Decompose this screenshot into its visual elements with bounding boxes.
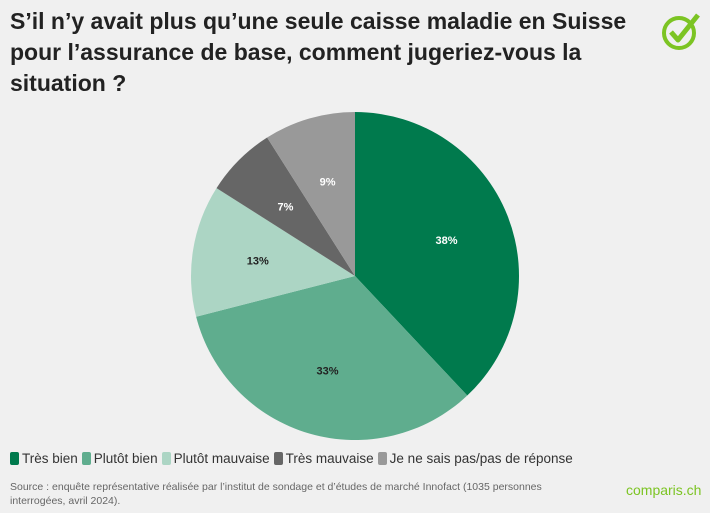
pie-slice bbox=[216, 137, 355, 276]
slice-label: 13% bbox=[247, 256, 269, 268]
legend-swatch bbox=[377, 452, 387, 465]
legend-label: Plutôt bien bbox=[93, 451, 158, 466]
slice-label: 38% bbox=[435, 235, 457, 247]
source-note: Source : enquête représentative réalisée… bbox=[10, 481, 542, 507]
legend-item: Je ne sais pas/pas de réponse bbox=[377, 451, 573, 466]
legend: Très bien Plutôt bien Plutôt mauvaise Très … bbox=[10, 451, 573, 466]
pie-slice bbox=[355, 112, 519, 396]
legend-label: Très mauvaise bbox=[285, 451, 374, 466]
legend-swatch bbox=[161, 452, 171, 465]
legend-item: Très mauvaise bbox=[273, 451, 374, 466]
pie-slice bbox=[196, 276, 468, 440]
slice-label: 7% bbox=[277, 201, 293, 213]
pie-chart: 38% 33% 13% 7% 9% bbox=[190, 112, 519, 440]
legend-label: Plutôt mauvaise bbox=[173, 451, 270, 466]
legend-item: Très bien bbox=[10, 451, 78, 466]
legend-item: Plutôt mauvaise bbox=[161, 451, 270, 466]
check-circle-icon bbox=[662, 13, 700, 50]
pie-slice bbox=[190, 188, 355, 317]
legend-swatch bbox=[273, 452, 283, 465]
legend-item: Plutôt bien bbox=[81, 451, 158, 466]
legend-swatch bbox=[10, 452, 19, 465]
slice-label: 33% bbox=[317, 365, 339, 377]
legend-label: Je ne sais pas/pas de réponse bbox=[389, 451, 573, 466]
brand-logo: comparis.ch bbox=[626, 482, 702, 498]
pie-slice bbox=[267, 112, 355, 276]
legend-label: Très bien bbox=[22, 451, 78, 466]
legend-swatch bbox=[81, 452, 91, 465]
slice-label: 9% bbox=[320, 177, 336, 189]
chart-title: S’il n’y avait plus qu’une seule caisse … bbox=[10, 8, 627, 96]
